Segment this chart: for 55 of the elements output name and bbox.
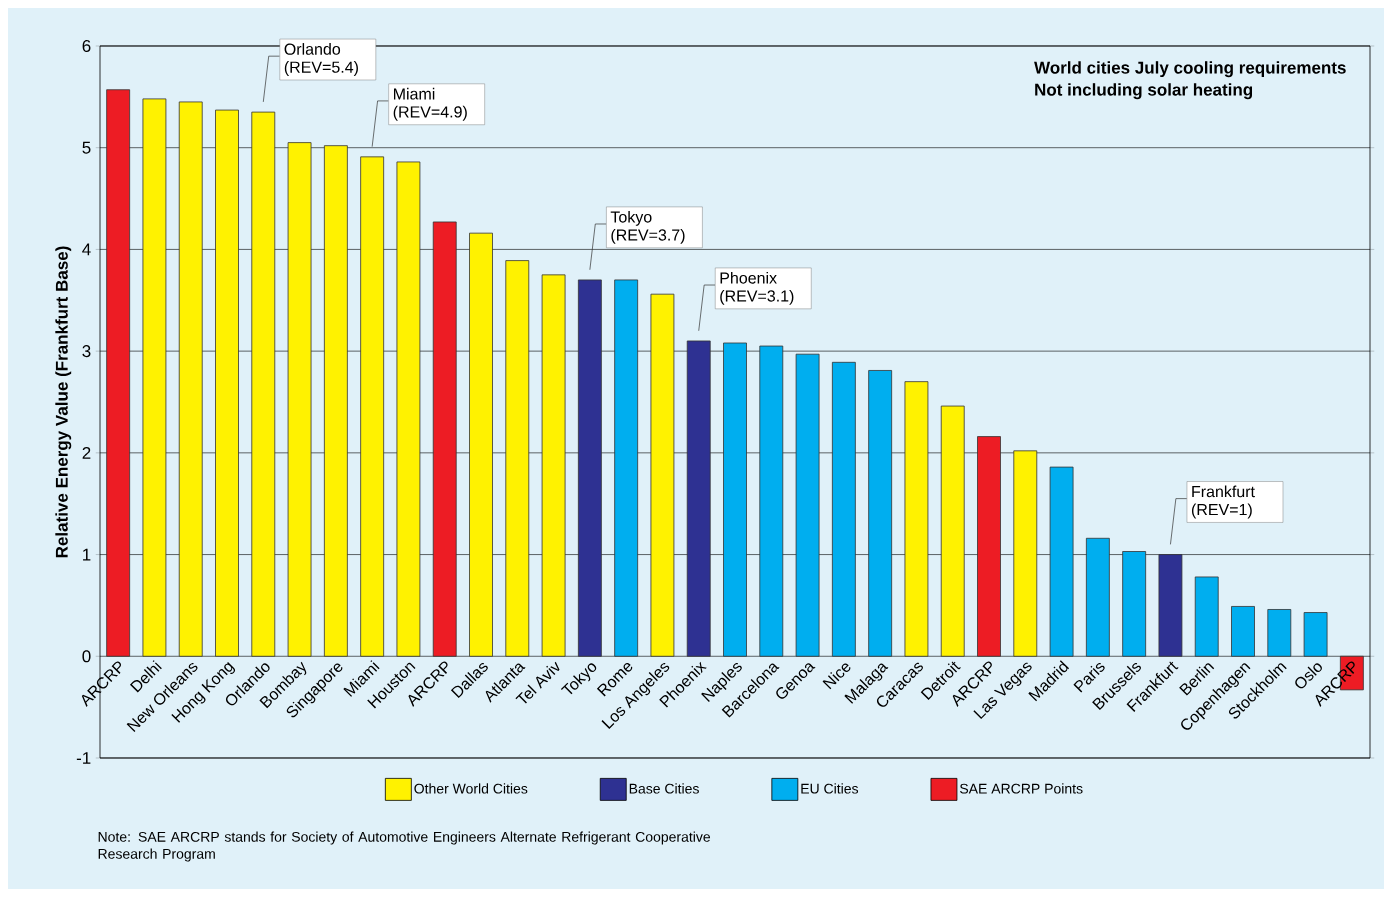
bar (1122, 551, 1147, 657)
bar (323, 145, 348, 657)
bar (106, 89, 131, 657)
bar (396, 161, 421, 657)
bar (1231, 606, 1255, 657)
bar (505, 260, 530, 657)
bar (795, 353, 820, 657)
y-tick-label: 5 (82, 141, 91, 154)
text: Not including solar heating (1035, 83, 1253, 100)
annotation: Tokyo (REV=3.7) (610, 210, 685, 244)
bar (868, 370, 893, 657)
y-tick-label: -1 (76, 752, 91, 764)
y-tick-label: 1 (83, 548, 91, 561)
bar (1085, 537, 1110, 657)
bar (1194, 576, 1219, 657)
y-tick-label: 2 (82, 446, 91, 459)
bar (360, 156, 385, 657)
annotation: Orlando (REV=5.4) (284, 43, 358, 76)
text: World cities July cooling requirements (1034, 61, 1346, 78)
bar (831, 361, 856, 657)
bar (1049, 466, 1074, 657)
annotation: Frankfurt (REV=1) (1191, 485, 1255, 519)
y-tick-label: 0 (82, 650, 91, 663)
y-tick-label: 3 (82, 345, 91, 358)
bar (1303, 612, 1328, 657)
annotation: Miami (REV=4.9) (393, 87, 467, 121)
bar (614, 279, 639, 657)
bar (541, 274, 566, 657)
bar (759, 345, 784, 657)
bar (432, 221, 457, 657)
bar (577, 279, 602, 657)
annotation: Phoenix (REV=3.1) (720, 271, 794, 305)
bar (1267, 609, 1292, 657)
y-tick-label: 4 (82, 243, 91, 256)
y-tick-label: 6 (82, 39, 91, 53)
legend-label: Other World Cities (414, 783, 528, 794)
legend-label: SAE ARCRP Points (960, 783, 1083, 794)
text: Note: SAE ARCRP stands for Society of Automotive Engineers Alternate Refrigerant Cooperative Research Program (98, 831, 711, 862)
bar (977, 436, 1001, 657)
bar (686, 340, 711, 657)
bar (904, 381, 929, 657)
bar (1013, 450, 1038, 657)
bar (469, 232, 493, 657)
bar (723, 342, 747, 657)
bar (178, 101, 203, 657)
bar (251, 111, 276, 657)
bar (650, 293, 675, 657)
legend-label: Base Cities (629, 783, 699, 794)
y-axis-title: Relative Energy Value (Frankfurt Base) (55, 246, 72, 558)
bar (142, 98, 167, 657)
bar (215, 109, 239, 657)
bar (940, 405, 965, 657)
bar (287, 142, 312, 657)
bar (1158, 554, 1183, 657)
legend-label: EU Cities (801, 783, 859, 794)
